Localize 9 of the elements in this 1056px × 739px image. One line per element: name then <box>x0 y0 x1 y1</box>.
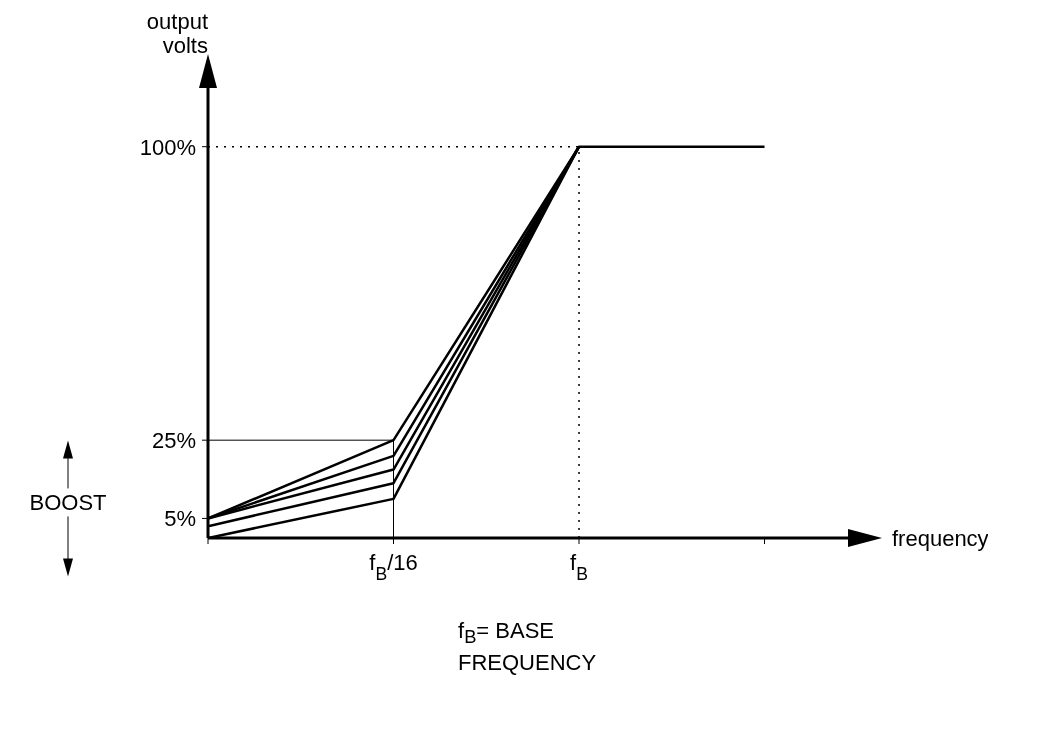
y-tick-label: 5% <box>164 506 196 532</box>
x-tick-label: f$_{B}$/16 <box>369 550 418 584</box>
x-axis-title: frequency <box>892 526 989 551</box>
x-tick-label: f$_{B}$ <box>570 550 588 584</box>
y-tick-label: 100% <box>139 134 196 160</box>
y-axis-title: output volts <box>145 9 208 58</box>
text: f$_{B}$= BASE FREQUENCY <box>458 618 598 677</box>
y-tick-label: 25% <box>151 428 196 454</box>
text: BOOST <box>29 490 107 516</box>
